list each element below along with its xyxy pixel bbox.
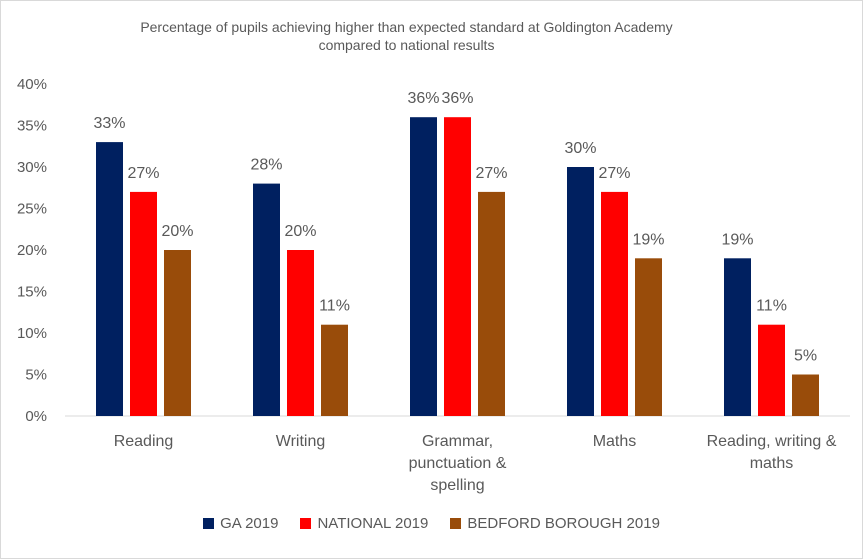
bar	[792, 374, 819, 416]
bar	[478, 191, 505, 416]
bar	[724, 258, 751, 416]
legend-swatch	[203, 518, 215, 529]
data-label: 20%	[284, 223, 316, 240]
bar	[287, 250, 314, 416]
data-label: 19%	[721, 231, 753, 248]
legend-label: BEDFORD BOROUGH 2019	[467, 515, 660, 532]
legend-label: GA 2019	[220, 515, 279, 532]
chart-title-line1: Percentage of pupils achieving higher th…	[140, 19, 673, 35]
bar	[164, 250, 191, 416]
data-label: 11%	[319, 298, 350, 315]
legend-item: NATIONAL 2019	[300, 515, 428, 532]
data-label: 27%	[127, 165, 159, 182]
data-label: 20%	[161, 223, 193, 240]
bar	[321, 324, 348, 416]
y-tick-label: 40%	[17, 76, 47, 93]
y-tick-label: 5%	[25, 367, 47, 384]
y-tick-label: 25%	[17, 201, 47, 218]
legend-swatch	[300, 518, 312, 529]
x-tick-label: Reading, writing &	[707, 433, 837, 450]
bar	[253, 183, 280, 416]
x-tick-label: Writing	[276, 433, 326, 450]
y-tick-label: 35%	[17, 118, 47, 135]
legend-label: NATIONAL 2019	[317, 515, 429, 532]
bar	[444, 117, 471, 416]
data-label: 27%	[475, 165, 507, 182]
data-label: 36%	[441, 90, 473, 107]
y-tick-label: 30%	[17, 159, 47, 176]
data-label: 33%	[93, 115, 125, 132]
bar	[96, 142, 123, 416]
data-label: 36%	[407, 90, 439, 107]
bar	[567, 167, 594, 416]
legend-swatch	[450, 518, 462, 529]
data-label: 11%	[756, 298, 787, 315]
x-tick-label: spelling	[430, 477, 484, 494]
data-label: 27%	[598, 165, 630, 182]
bar	[410, 117, 437, 416]
x-tick-label: punctuation &	[409, 455, 507, 472]
legend-item: GA 2019	[203, 515, 278, 532]
bar	[601, 191, 628, 416]
y-tick-label: 10%	[17, 325, 47, 342]
data-label: 28%	[250, 157, 282, 174]
bar	[130, 191, 157, 416]
chart-legend: GA 2019 NATIONAL 2019 BEDFORD BOROUGH 2019	[0, 515, 863, 532]
x-tick-label: maths	[750, 455, 794, 472]
chart-title-line2: compared to national results	[318, 37, 495, 53]
bar	[635, 258, 662, 416]
data-label: 19%	[632, 231, 664, 248]
x-tick-label: Reading	[114, 433, 174, 450]
x-tick-label: Grammar,	[422, 433, 493, 450]
y-tick-label: 0%	[25, 408, 47, 425]
data-label: 5%	[794, 348, 817, 365]
y-tick-label: 20%	[17, 242, 47, 259]
legend-item: BEDFORD BOROUGH 2019	[450, 515, 660, 532]
x-tick-label: Maths	[593, 433, 637, 450]
bar	[758, 324, 785, 416]
data-label: 30%	[564, 140, 596, 157]
chart-title: Percentage of pupils achieving higher th…	[0, 18, 813, 54]
y-tick-label: 15%	[17, 284, 47, 301]
